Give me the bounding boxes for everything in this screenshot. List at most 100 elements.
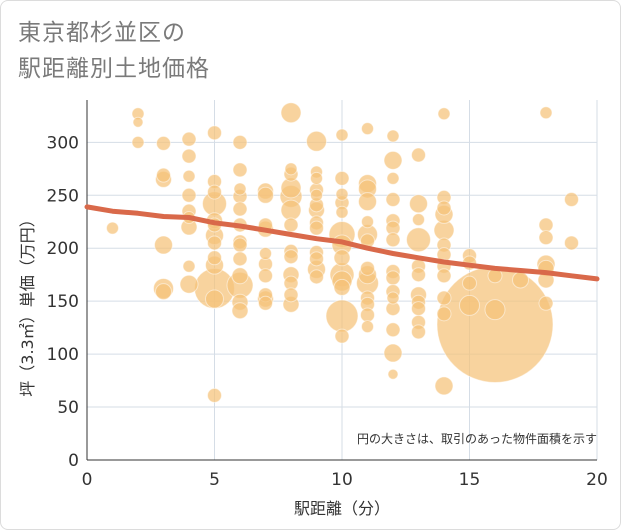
y-tick-label: 150 [47, 292, 79, 312]
bubble-point [182, 259, 196, 273]
bubble-point [233, 182, 247, 196]
bubble-point [181, 131, 197, 147]
bubble-point [406, 227, 431, 253]
bubble-point [434, 376, 454, 396]
x-axis-title: 駅距離（分） [294, 499, 390, 518]
bubble-point [564, 235, 579, 251]
bubble-point [306, 130, 327, 152]
bubble-point [335, 205, 349, 219]
bubble-point [284, 162, 298, 176]
bubble-point [310, 188, 323, 202]
bubble-point [385, 232, 401, 248]
bubble-point [411, 324, 426, 340]
chart-title-line-2: 駅距離別土地価格 [18, 56, 210, 82]
bubble-point [462, 275, 477, 291]
bubble-point [334, 328, 350, 344]
x-tick-label: 20 [586, 470, 608, 490]
bubble-size-note: 円の大きさは、取引のあった物件面積を示す [357, 431, 597, 446]
x-tick-label: 0 [82, 470, 93, 490]
bubble-point [207, 235, 222, 251]
bubble-point [386, 291, 400, 305]
trend-line [84, 204, 600, 282]
bubble-point [538, 295, 554, 311]
bubble-point [385, 270, 401, 286]
bubble-point [436, 306, 452, 322]
bubble-point [154, 235, 173, 255]
x-axis-ticks: 0 5 10 15 20 [82, 470, 608, 490]
bubble-point [231, 302, 249, 320]
bubble-point [280, 102, 302, 124]
bubble-point [386, 171, 400, 185]
bubble-point [334, 170, 350, 186]
bubble-point [205, 289, 224, 309]
bubble-point [207, 250, 222, 266]
bubble-point [309, 269, 324, 285]
y-axis-ticks: 0 50 100 150 200 250 300 [47, 133, 79, 471]
bubble-point [182, 169, 196, 183]
bubble-point [132, 116, 144, 128]
bubble-point [484, 299, 506, 321]
x-tick-label: 5 [209, 470, 220, 490]
bubble-point [181, 187, 197, 203]
bubble-point [412, 213, 425, 227]
y-tick-label: 100 [47, 345, 79, 365]
bubble-point [258, 268, 273, 284]
bubble-point [436, 290, 452, 306]
bubble-point [309, 251, 324, 267]
bubble-point [411, 267, 426, 283]
bubble-point [411, 147, 426, 163]
bubble-point [309, 220, 324, 236]
bubble-point [333, 278, 351, 296]
bubble-point [257, 186, 274, 204]
bubble-point [283, 217, 299, 233]
bubble-point [156, 135, 171, 151]
bubble-point [207, 184, 222, 200]
bubble-point [538, 230, 554, 246]
y-tick-label: 200 [47, 239, 79, 259]
bubble-point [436, 265, 554, 383]
bubble-point [231, 267, 249, 285]
y-axis-title: 坪（3.3㎡）単価（万円） [18, 211, 37, 396]
bubble-point [436, 268, 452, 284]
bubble-point [335, 187, 349, 201]
chart-title-line-1: 東京都杉並区の [18, 20, 186, 46]
bubble-point [156, 167, 171, 183]
bubble-point [383, 150, 403, 170]
y-tick-label: 300 [47, 133, 79, 153]
bubble-point [358, 192, 377, 212]
bubble-point [232, 251, 248, 267]
bubble-point [383, 343, 403, 363]
bubble-point [361, 122, 374, 136]
bubble-point [360, 260, 375, 276]
bubble-point [106, 221, 119, 235]
bubble-point [333, 249, 351, 267]
bubble-point [155, 283, 172, 301]
chart-title: 東京都杉並区の 駅距離別土地価格 [18, 15, 210, 87]
bubble-point [387, 368, 399, 380]
bubble-point [539, 106, 553, 120]
bubble-point [258, 295, 273, 311]
bubble-point [131, 135, 145, 149]
bubble-point [232, 134, 248, 150]
bubble-point [411, 301, 426, 317]
y-tick-label: 250 [47, 186, 79, 206]
bubble-point [207, 387, 222, 403]
bubble-point [409, 194, 428, 214]
bubble-point [437, 107, 451, 121]
bubble-point [360, 307, 375, 323]
bubble-point [207, 125, 222, 141]
y-tick-label: 50 [57, 398, 79, 418]
y-tick-label: 0 [68, 451, 79, 471]
bubble-point [232, 201, 248, 217]
bubble-point [325, 299, 359, 333]
bubble-point [385, 322, 401, 338]
bubble-point [538, 217, 554, 233]
bubble-point [361, 320, 374, 334]
bubble-point [436, 200, 452, 216]
bubble-point [280, 199, 302, 221]
bubble-point [283, 287, 299, 303]
bubble-point [181, 148, 197, 164]
bubble-point [386, 129, 400, 143]
bubble-point [232, 237, 248, 253]
